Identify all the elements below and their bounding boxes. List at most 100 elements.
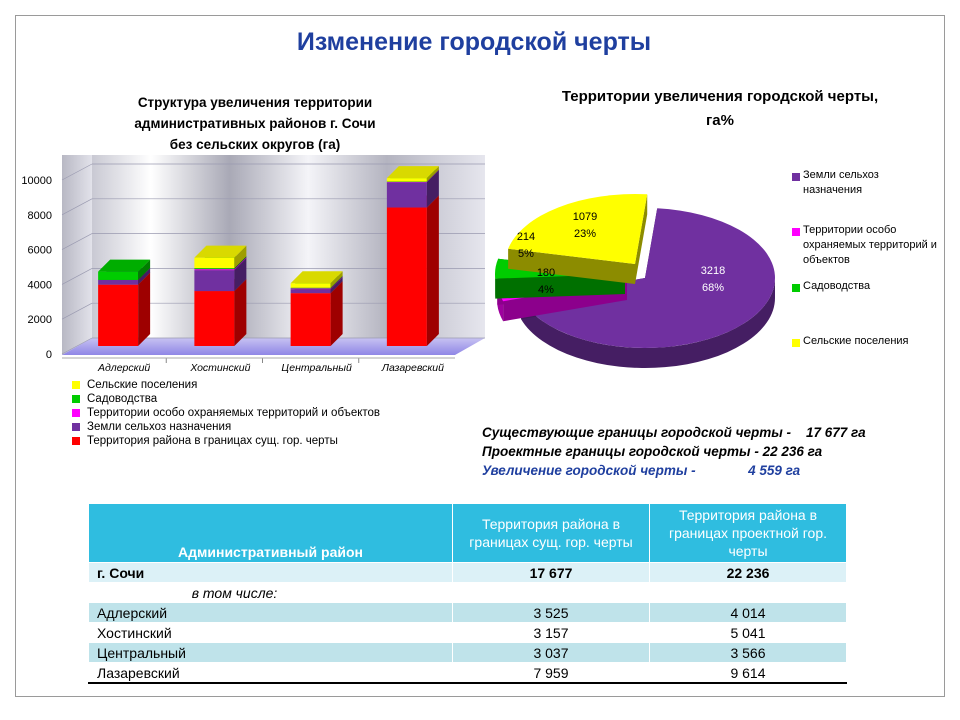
pie-chart-title: Территории увеличения городской черты, г…	[530, 85, 910, 133]
summary-block: Существующие границы городской черты - 1…	[482, 423, 866, 480]
district-name: Хостинский	[88, 622, 453, 643]
pie-legend-item: Земли сельхоз назначения	[792, 168, 960, 198]
pie-legend-label: Территории особо	[803, 224, 897, 236]
pie-percent-label: 68%	[702, 282, 724, 294]
pie-legend-label: объектов	[803, 254, 850, 266]
x-tick-label: Центральный	[281, 362, 352, 374]
gridline	[61, 163, 93, 181]
current-area: 7 959	[452, 662, 650, 684]
empty-cell	[649, 582, 847, 603]
summary-line-existing: Существующие границы городской черты - 1…	[482, 423, 866, 442]
summary-label: Существующие границы городской черты -	[482, 425, 791, 440]
legend-item: Садоводства	[72, 392, 380, 406]
current-area: 3 037	[452, 642, 650, 663]
summary-label: Проектные границы городской черты -	[482, 444, 759, 459]
pie-legend-item: Территории особо охраняемых территорий и…	[792, 223, 960, 268]
x-tick-label: Хостинский	[189, 362, 250, 374]
pie-percent-label: 5%	[518, 248, 534, 260]
legend-swatch	[792, 284, 800, 292]
table-row: Центральный 3 037 3 566	[88, 642, 847, 663]
gridline	[61, 268, 93, 285]
x-tick-label: Лазаревский	[381, 362, 444, 374]
current-area: 17 677	[452, 562, 650, 583]
table-subheader-row: в том числе:	[88, 582, 847, 603]
bar-segment	[290, 271, 343, 288]
pie-value-label: 1079	[573, 211, 597, 223]
y-tick-label: 2000	[28, 314, 52, 326]
table-row-total: г. Сочи 17 677 22 236	[88, 562, 847, 583]
pie-legend-label: охраняемых территорий и	[803, 239, 937, 251]
page-title: Изменение городской черты	[296, 28, 652, 56]
bar-chart-x-axis: Адлерский Хостинский Центральный Лазаревски…	[62, 357, 455, 374]
y-tick-label: 6000	[28, 245, 52, 257]
bar-chart-legend: Сельские поселения Садоводства Территори…	[72, 378, 380, 448]
summary-value: 17 677 га	[806, 425, 866, 440]
pie-legend-item: Сельские поселения	[792, 334, 960, 349]
pie-percent-label: 4%	[538, 284, 554, 296]
empty-cell	[452, 582, 650, 603]
project-area: 4 014	[649, 602, 847, 623]
legend-item: Территория района в границах сущ. гор. ч…	[72, 434, 380, 448]
legend-label: Территория района в границах сущ. гор. ч…	[87, 435, 338, 447]
pie-legend-label: назначения	[803, 184, 863, 196]
legend-swatch	[72, 437, 80, 445]
summary-line-project: Проектные границы городской черты - 22 2…	[482, 442, 866, 461]
pie-chart-slices	[495, 194, 775, 368]
column-header-current: Территория района в границах сущ. гор. ч…	[452, 503, 650, 563]
pie-legend-label: Земли сельхоз	[803, 169, 879, 181]
summary-value: 4 559 га	[748, 463, 801, 478]
legend-label: Садоводства	[87, 393, 158, 405]
district-name: г. Сочи	[88, 562, 453, 583]
project-area: 9 614	[649, 662, 847, 684]
bar-chart-title-line: административных районов г. Сочи	[134, 116, 376, 131]
x-tick-label: Адлерский	[97, 362, 150, 374]
bar-segment	[98, 259, 151, 280]
y-tick-label: 4000	[28, 279, 52, 291]
summary-line-increase: Увеличение городской черты - 4 559 га	[482, 461, 866, 480]
district-name: Адлерский	[88, 602, 453, 623]
project-area: 5 041	[649, 622, 847, 643]
pie-chart-labels: 3218 68% 180 4% 214 5% 1079 23%	[517, 211, 725, 296]
legend-swatch	[72, 395, 80, 403]
y-tick-label: 0	[46, 349, 52, 361]
legend-swatch	[792, 173, 800, 181]
pie-legend-item: Садоводства	[792, 279, 960, 294]
legend-label: Территории особо охраняемых территорий и…	[87, 407, 381, 419]
pie-chart-title-line: Территории увеличения городской черты,	[561, 88, 879, 105]
legend-swatch	[72, 409, 80, 417]
bar-chart-title-line: без сельских округов (га)	[169, 137, 341, 152]
legend-swatch	[792, 228, 800, 236]
pie-percent-label: 23%	[574, 228, 596, 240]
subheader-label: в том числе:	[88, 582, 453, 603]
district-name: Центральный	[88, 642, 453, 663]
legend-swatch	[792, 339, 800, 347]
gridline	[61, 302, 93, 320]
slide-frame	[15, 15, 945, 697]
bar-segment	[194, 245, 247, 269]
pie-value-label: 3218	[701, 265, 725, 277]
y-tick-label: 8000	[28, 210, 52, 222]
table-row: Хостинский 3 157 5 041	[88, 622, 847, 643]
pie-slice	[508, 194, 648, 284]
bar-chart-title: Структура увеличения территории админист…	[100, 92, 410, 155]
table-row: Лазаревский 7 959 9 614	[88, 662, 847, 684]
gridline	[61, 198, 93, 216]
district-name: Лазаревский	[88, 662, 453, 684]
current-area: 3 525	[452, 602, 650, 623]
legend-swatch	[72, 423, 80, 431]
legend-swatch	[72, 381, 80, 389]
legend-item: Сельские поселения	[72, 378, 380, 392]
bar-segment	[386, 166, 439, 182]
bar-chart-title-line: Структура увеличения территории	[137, 95, 373, 110]
current-area: 3 157	[452, 622, 650, 643]
column-header-project: Территория района в границах проектной г…	[649, 503, 847, 563]
pie-legend-label: Садоводства	[803, 280, 871, 292]
legend-label: Земли сельхоз назначения	[87, 421, 232, 433]
summary-value: 22 236 га	[762, 444, 823, 459]
pie-chart-title-line: га%	[706, 112, 734, 129]
gridline	[61, 233, 93, 250]
pie-legend-label: Сельские поселения	[803, 335, 909, 347]
legend-item: Территории особо охраняемых территорий и…	[72, 406, 380, 420]
